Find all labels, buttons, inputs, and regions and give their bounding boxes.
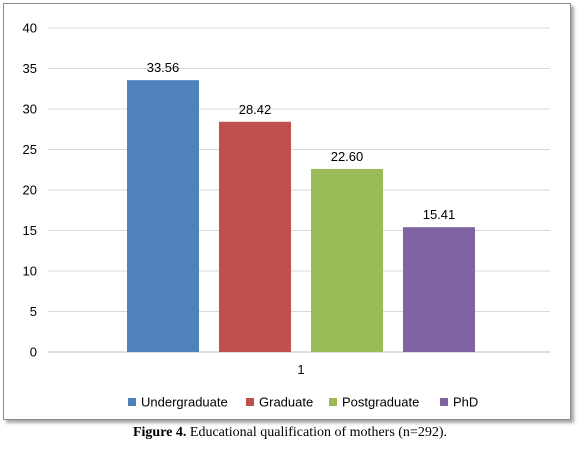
legend-swatch-undergraduate	[128, 398, 136, 406]
y-tick-label-20: 20	[23, 183, 37, 198]
bar-postgraduate	[311, 168, 383, 352]
y-tick-label-15: 15	[23, 223, 37, 238]
y-tick-label-0: 0	[30, 345, 37, 360]
legend-swatch-phd	[440, 398, 448, 406]
bar-phd	[403, 227, 475, 352]
x-tick-label-1: 1	[297, 362, 304, 377]
legend-swatch-postgraduate	[329, 398, 337, 406]
legend-label-postgraduate: Postgraduate	[342, 395, 419, 410]
y-tick-label-30: 30	[23, 102, 37, 117]
y-tick-label-10: 10	[23, 264, 37, 279]
bar-chart: 0 5 10 15 20 25 30 35 40 33.56 28.42 22.60 15.41 1 Und…	[23, 21, 550, 410]
data-label-postgraduate: 22.60	[331, 149, 364, 164]
y-tick-label-25: 25	[23, 142, 37, 157]
y-tick-label-40: 40	[23, 21, 37, 36]
figure-caption: Figure 4. Educational qualification of m…	[0, 425, 580, 441]
bar-graduate	[219, 121, 291, 352]
figure-caption-label: Figure 4.	[132, 425, 187, 440]
data-label-phd: 15.41	[423, 207, 456, 222]
legend-label-undergraduate: Undergraduate	[141, 395, 228, 410]
data-label-undergraduate: 33.56	[147, 60, 180, 75]
bar-undergraduate	[127, 80, 199, 352]
y-tick-label-35: 35	[23, 61, 37, 76]
legend-swatch-graduate	[246, 398, 254, 406]
figure-caption-text: Educational qualification of mothers (n=…	[186, 425, 447, 440]
data-label-graduate: 28.42	[239, 102, 272, 117]
legend-label-phd: PhD	[453, 395, 478, 410]
chart-frame: 0 5 10 15 20 25 30 35 40 33.56 28.42 22.60 15.41 1 Und…	[3, 3, 571, 420]
y-tick-label-5: 5	[30, 304, 37, 319]
legend-label-graduate: Graduate	[259, 395, 313, 410]
